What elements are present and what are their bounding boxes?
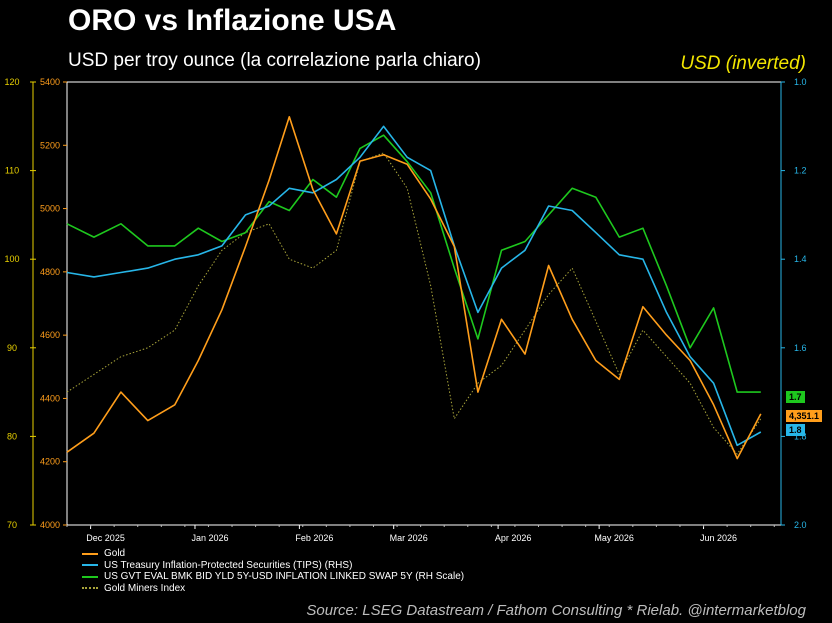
legend: Gold US Treasury Inflation-Protected Secu…: [82, 548, 464, 594]
right-axis-tick-label: 1.8: [794, 431, 807, 441]
miners-axis-tick-label: 120: [4, 77, 19, 87]
right-axis-note: USD (inverted): [680, 53, 806, 74]
chart-subtitle: USD per troy ounce (la correlazione parl…: [68, 50, 481, 71]
gold-axis-tick-label: 4800: [40, 267, 60, 277]
gold-axis-tick-label: 4200: [40, 457, 60, 467]
legend-label: Gold: [104, 548, 126, 559]
x-axis-tick-label: Jun 2026: [700, 533, 737, 543]
gold-axis-tick-label: 4400: [40, 393, 60, 403]
last-value-tag-gold: 4,351.1: [786, 410, 823, 422]
miners-axis-tick-label: 100: [4, 254, 19, 264]
x-axis-tick-label: Apr 2026: [495, 533, 532, 543]
legend-item: US GVT EVAL BMK BID YLD 5Y-USD INFLATION…: [82, 571, 464, 583]
right-axis-tick-label: 1.4: [794, 254, 807, 264]
right-axis-tick-label: 1.2: [794, 166, 807, 176]
legend-item: Gold: [82, 548, 464, 560]
gold-axis-tick-label: 4000: [40, 520, 60, 530]
legend-label: Gold Miners Index: [104, 582, 186, 594]
legend-swatch: [82, 575, 98, 578]
legend-item: US Treasury Inflation-Protected Securiti…: [82, 560, 464, 572]
miners-axis-tick-label: 80: [7, 431, 17, 441]
series-line-0: [66, 116, 762, 460]
x-axis-tick-label: Feb 2026: [295, 533, 333, 543]
gold-axis-tick-label: 5000: [40, 204, 60, 214]
series-line-1: [66, 125, 762, 447]
last-value-tag-tips: 1.8: [786, 424, 805, 436]
x-axis-tick-label: May 2026: [594, 533, 634, 543]
miners-axis-tick-label: 110: [5, 166, 19, 176]
gold-axis-tick-label: 5400: [40, 77, 60, 87]
last-value-tag-swap: 1.7: [786, 391, 805, 403]
legend-label: US Treasury Inflation-Protected Securiti…: [104, 559, 353, 571]
x-axis-tick-label: Jan 2026: [191, 533, 228, 543]
series-line-2: [66, 134, 761, 393]
legend-swatch: [82, 564, 98, 567]
legend-swatch: [82, 587, 98, 590]
miners-axis-tick-label: 70: [7, 520, 17, 530]
chart-title: ORO vs Inflazione USA: [68, 4, 397, 37]
gold-axis-tick-label: 4600: [40, 330, 60, 340]
legend-item: Gold Miners Index: [82, 583, 464, 595]
gold-axis-tick-label: 5200: [40, 140, 60, 150]
miners-axis-tick-label: 90: [7, 343, 17, 353]
source-note: Source: LSEG Datastream / Fathom Consult…: [306, 602, 806, 619]
right-axis-tick-label: 1.6: [794, 343, 807, 353]
right-axis-tick-label: 2.0: [794, 520, 807, 530]
right-axis-tick-label: 1.0: [794, 77, 807, 87]
series-line-3: [66, 152, 762, 455]
x-axis-tick-label: Mar 2026: [390, 533, 428, 543]
legend-label: US GVT EVAL BMK BID YLD 5Y-USD INFLATION…: [104, 571, 465, 582]
legend-swatch: [82, 552, 98, 555]
x-axis-tick-label: Dec 2025: [86, 533, 125, 543]
